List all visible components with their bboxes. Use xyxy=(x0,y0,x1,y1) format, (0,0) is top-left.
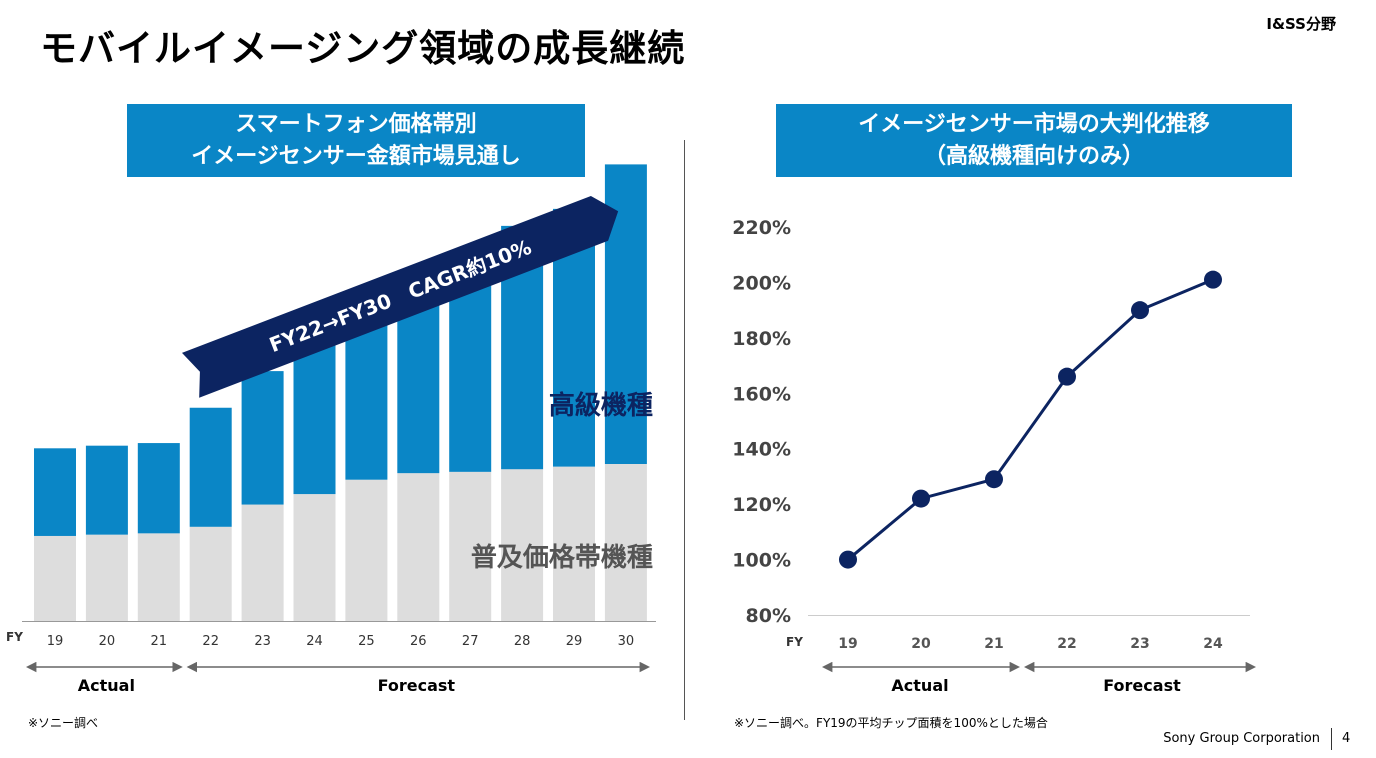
bar-x-tick: 23 xyxy=(254,634,271,649)
page-number: 4 xyxy=(1342,731,1351,746)
bar-x-tick: 27 xyxy=(462,634,479,649)
line-point-20 xyxy=(912,489,930,508)
right-source-note: ※ソニー調べ。FY19の平均チップ面積を100%とした場合 xyxy=(734,716,1048,730)
bar-popular-28 xyxy=(501,469,544,621)
line-point-23 xyxy=(1131,301,1149,320)
left-source-note: ※ソニー調べ xyxy=(28,716,99,730)
line-actual-period-label: Actual xyxy=(891,676,948,695)
series-label-high: 高級機種 xyxy=(549,390,653,421)
bar-x-tick: 29 xyxy=(566,634,583,649)
page-title: モバイルイメージング領域の成長継続 xyxy=(40,27,686,70)
line-y-tick: 80% xyxy=(746,605,791,627)
footer-company: Sony Group Corporation xyxy=(1163,731,1320,746)
bar-popular-25 xyxy=(345,479,388,621)
forecast-period-label: Forecast xyxy=(378,676,456,695)
line-x-tick: 21 xyxy=(984,636,1003,652)
line-forecast-period-label: Forecast xyxy=(1103,676,1181,695)
line-y-tick: 140% xyxy=(732,439,791,461)
bar-high-22 xyxy=(189,407,232,527)
bar-popular-27 xyxy=(449,471,492,621)
cagr-arrow-shape xyxy=(181,195,619,398)
bar-x-tick: 28 xyxy=(514,634,531,649)
bar-x-tick: 26 xyxy=(410,634,427,649)
line-y-tick: 200% xyxy=(732,272,791,294)
bar-popular-21 xyxy=(137,533,180,621)
line-x-tick: 22 xyxy=(1057,636,1076,652)
line-point-19 xyxy=(839,550,857,569)
bar-x-tick: 24 xyxy=(306,634,323,649)
bar-popular-26 xyxy=(397,473,440,621)
line-y-tick: 220% xyxy=(732,217,791,239)
bar-high-23 xyxy=(241,371,284,505)
bar-x-tick: 19 xyxy=(47,634,64,649)
left-chart-title-banner: スマートフォン価格帯別 イメージセンサー金額市場見通し xyxy=(127,104,585,177)
bar-x-tick: 21 xyxy=(151,634,168,649)
line-y-tick: 160% xyxy=(732,383,791,405)
stacked-bar-chart: 19 20 21 22 23 24 25 26 27 28 29 30FY高級機種普及価格帯機種FY2… xyxy=(6,164,656,695)
bar-x-tick: 22 xyxy=(202,634,219,649)
bar-high-21 xyxy=(137,443,180,534)
line-point-22 xyxy=(1058,367,1076,386)
line-x-tick: 20 xyxy=(911,636,931,652)
panel-divider xyxy=(684,140,685,720)
line-y-tick: 120% xyxy=(732,494,791,516)
division-label: I&SS分野 xyxy=(1266,15,1336,33)
line-y-tick: 180% xyxy=(732,328,791,350)
bar-popular-22 xyxy=(189,526,232,621)
line-point-21 xyxy=(985,470,1003,489)
bar-popular-30 xyxy=(604,464,647,621)
bar-x-tick: 20 xyxy=(99,634,116,649)
bar-high-24 xyxy=(293,343,336,495)
line-point-24 xyxy=(1204,270,1222,289)
bar-popular-23 xyxy=(241,504,284,621)
bar-x-prefix: FY xyxy=(6,630,23,644)
line-x-tick: 23 xyxy=(1130,636,1149,652)
bar-popular-24 xyxy=(293,494,336,621)
series-label-popular: 普及価格帯機種 xyxy=(471,542,653,573)
right-chart-title-line1: イメージセンサー市場の大判化推移 xyxy=(858,111,1210,137)
line-y-tick: 100% xyxy=(732,550,791,572)
footer-separator xyxy=(1331,728,1332,750)
actual-period-label: Actual xyxy=(78,676,135,695)
bar-popular-20 xyxy=(85,534,128,621)
line-x-prefix: FY xyxy=(786,635,803,649)
bar-popular-19 xyxy=(34,535,76,621)
bar-x-tick: 30 xyxy=(618,634,635,649)
left-chart-title-line1: スマートフォン価格帯別 xyxy=(235,111,477,137)
bar-high-20 xyxy=(85,445,128,535)
bar-high-27 xyxy=(449,276,492,472)
bar-x-tick: 25 xyxy=(358,634,375,649)
line-chart: 80% 100% 120% 140% 160% 180% 200% 220% 19 20 21 22 2… xyxy=(732,217,1257,695)
right-chart-title-line2: （高級機種向けのみ） xyxy=(923,143,1144,169)
right-chart-title-banner: イメージセンサー市場の大判化推移 （高級機種向けのみ） xyxy=(776,104,1292,177)
bar-high-19 xyxy=(34,448,76,536)
line-x-tick: 19 xyxy=(838,636,857,652)
bar-popular-29 xyxy=(553,466,595,621)
left-chart-title-line2: イメージセンサー金額市場見通し xyxy=(191,143,521,169)
line-x-tick: 24 xyxy=(1203,636,1223,652)
line-series xyxy=(847,278,1214,561)
